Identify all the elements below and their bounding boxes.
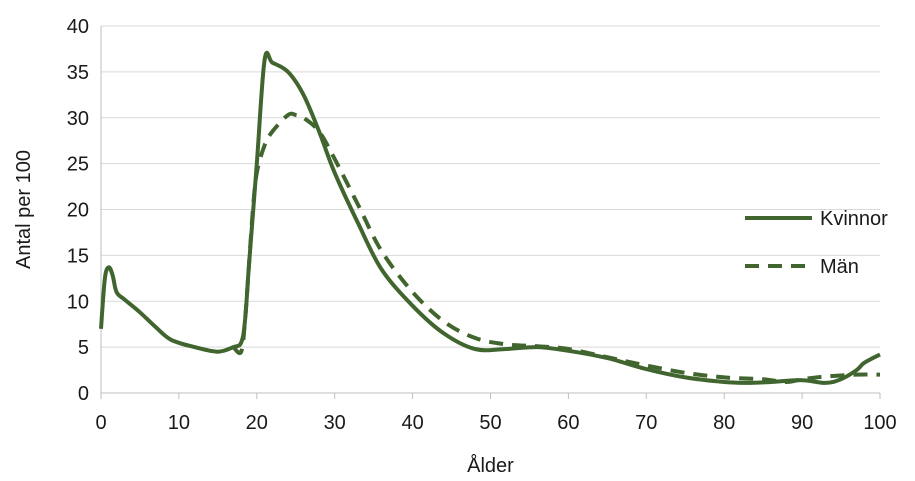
y-tick-label: 35 (67, 62, 89, 84)
x-tick-label: 60 (557, 412, 579, 434)
x-axis-title: Ålder (467, 454, 514, 477)
x-tick-label: 70 (635, 412, 657, 434)
x-tick-label: 50 (479, 412, 501, 434)
x-tick-label: 30 (324, 412, 346, 434)
y-tick-label: 0 (78, 383, 89, 405)
x-tick-label: 80 (713, 412, 735, 434)
x-tick-label: 100 (863, 412, 896, 434)
y-axis-title: Antal per 100 (13, 150, 35, 269)
y-tick-label: 40 (67, 16, 89, 38)
axes: 0 5 10 15 20 25 30 35 40 0 10 20 30 40 50 60 70 80 90 100 (67, 16, 897, 434)
legend: Kvinnor Män (745, 208, 888, 278)
x-tick-label: 40 (401, 412, 423, 434)
series-line-man (232, 111, 881, 384)
y-tick-label: 10 (67, 291, 89, 313)
legend-label-man: Män (820, 256, 859, 278)
x-tick-label: 90 (791, 412, 813, 434)
x-tick-label: 20 (246, 412, 268, 434)
legend-label-kvinnor: Kvinnor (820, 208, 888, 230)
grid (101, 25, 880, 348)
y-tick-label: 30 (67, 108, 89, 130)
series-lines (99, 50, 881, 385)
x-tick-label: 0 (95, 412, 106, 434)
y-tick-label: 5 (78, 337, 89, 359)
y-tick-label: 25 (67, 154, 89, 176)
y-tick-label: 15 (67, 245, 89, 267)
y-tick-label: 20 (67, 200, 89, 222)
x-tick-label: 10 (168, 412, 190, 434)
